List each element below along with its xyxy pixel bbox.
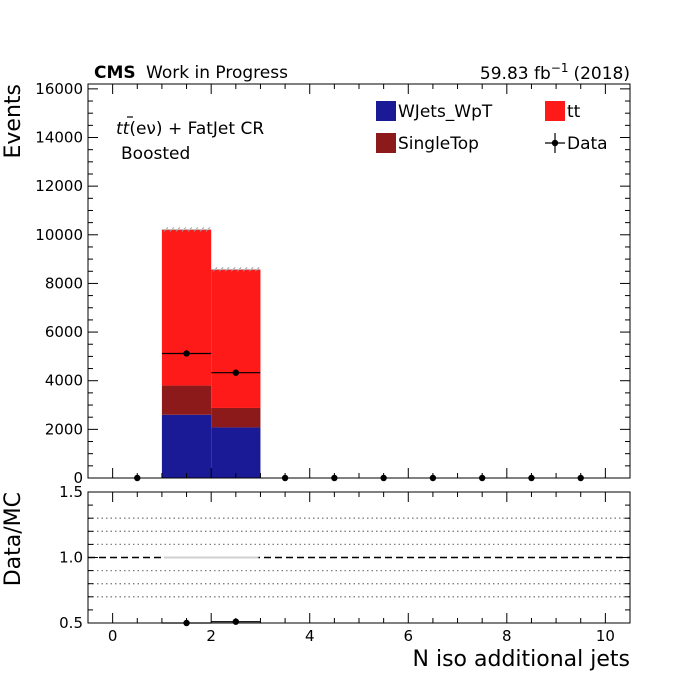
legend-label-data: Data [567,134,608,154]
ratio-y-axis-title: Data/MC [1,492,26,586]
y-tick-label: 10000 [35,226,83,244]
uncertainty-bands [161,227,261,272]
legend-marker-data-dot [551,139,559,147]
bar-singletop-bin-1 [161,385,212,415]
y-tick-label: 8000 [45,274,83,292]
x-tick-label: 8 [502,627,512,645]
y-tick-label: 2000 [45,420,83,438]
y-tick-label: 12000 [35,177,83,195]
legend-label-tt: tt [567,102,581,122]
legend: WJets_WpT tt SingleTop Data [376,101,608,154]
luminosity-label: 59.83 fb−1 (2018) [480,61,630,84]
x-tick-label: 4 [305,627,315,645]
legend-swatch-tt [545,101,565,121]
bar-wjets-wpt-bin-2 [211,427,261,478]
ratio-y-tick-label: 1.5 [59,483,83,501]
y-tick-label: 16000 [35,80,83,98]
y-tick-label: 4000 [45,372,83,390]
stacked-bars [161,229,261,478]
bar-singletop-bin-2 [211,407,261,428]
ratio-gridlines [88,517,630,598]
legend-swatch-singletop [376,133,396,153]
y-tick-label: 0 [73,469,83,487]
experiment-label: CMS [94,63,136,83]
region-label-line2: Boosted [121,144,190,164]
bar-tt-bin-2 [211,269,261,408]
ratio-y-tick-label: 1.0 [59,549,83,567]
x-tick-label: 0 [108,627,118,645]
x-tick-label: 2 [206,627,216,645]
legend-label-wjets-wpt: WJets_WpT [398,102,493,122]
svg-text:CMS Work in Progress: CMS Work in Progress [94,63,288,83]
x-tick-label: 6 [403,627,413,645]
ratio-mc-uncertainty [163,556,259,559]
region-label-line1: tt(eν) + FatJet CR [116,119,264,139]
ratio-axes: 0.5 1.0 1.5 0 2 4 6 8 10 [59,483,631,645]
y-axis-title: Events [1,84,26,159]
data-point-bin-2 [232,369,240,376]
main-axes: 0 2000 4000 6000 8000 10000 12000 14000 16000 [35,80,631,487]
legend-label-singletop: SingleTop [398,134,479,154]
data-point-bin-1 [183,350,190,357]
x-tick-label: 10 [596,627,615,645]
bar-tt-bin-1 [161,229,212,386]
status-label: Work in Progress [146,63,288,83]
legend-swatch-wjets-wpt [376,101,396,121]
y-tick-label: 14000 [35,129,83,147]
ratio-y-tick-label: 0.5 [59,614,83,632]
y-tick-label: 6000 [45,323,83,341]
x-axis-title: N iso additional jets [413,647,630,672]
bar-wjets-wpt-bin-1 [161,414,212,478]
